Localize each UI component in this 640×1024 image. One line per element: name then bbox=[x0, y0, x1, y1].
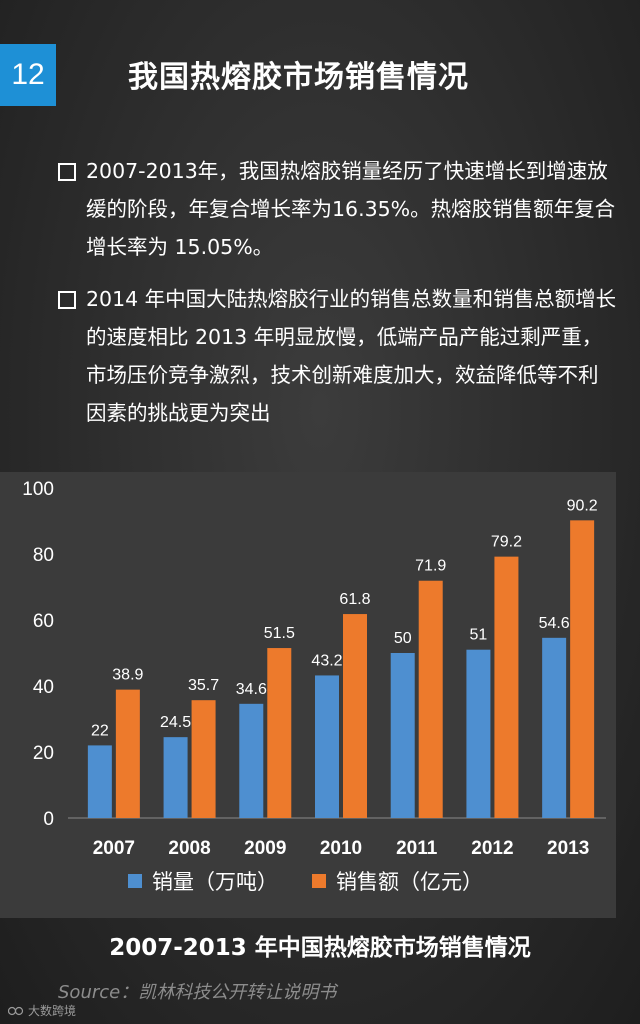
bar-volume bbox=[466, 649, 491, 818]
data-label-sales: 90.2 bbox=[567, 497, 598, 514]
brand-logo: 大数跨境 bbox=[8, 1002, 76, 1019]
bar-volume bbox=[163, 737, 188, 818]
bullet-list: 2007-2013年，我国热熔胶销量经历了快速增长到增速放缓的阶段，年复合增长率… bbox=[58, 152, 618, 446]
bullet-item: 2007-2013年，我国热熔胶销量经历了快速增长到增速放缓的阶段，年复合增长率… bbox=[58, 152, 618, 266]
legend-label-sales: 销售额（亿元） bbox=[336, 870, 483, 894]
data-label-sales: 38.9 bbox=[112, 667, 143, 684]
bullet-text: 2007-2013年，我国热熔胶销量经历了快速增长到增速放缓的阶段，年复合增长率… bbox=[86, 159, 616, 259]
legend-item-volume: 销量（万吨） bbox=[128, 866, 278, 896]
data-label-volume: 43.2 bbox=[311, 652, 342, 669]
legend-label-volume: 销量（万吨） bbox=[152, 870, 278, 894]
y-tick-label: 20 bbox=[33, 743, 54, 764]
bar-volume bbox=[87, 745, 112, 818]
bar-sales bbox=[191, 700, 216, 818]
data-label-volume: 51 bbox=[470, 627, 488, 644]
bar-volume bbox=[315, 675, 339, 818]
y-tick-label: 0 bbox=[43, 809, 54, 830]
data-label-volume: 54.6 bbox=[539, 615, 570, 632]
x-tick-label: 2012 bbox=[471, 838, 513, 859]
bar-chart: 0 20 40 60 80 100 22 38.9 2007 24.5 35.7 2008 34.6 51… bbox=[22, 479, 606, 859]
page-number: 12 bbox=[0, 44, 56, 106]
bar-sales bbox=[343, 614, 367, 818]
x-tick-label: 2008 bbox=[168, 838, 210, 859]
data-label-sales: 51.5 bbox=[264, 625, 295, 642]
x-tick-label: 2011 bbox=[396, 838, 438, 859]
bar-volume bbox=[390, 653, 415, 818]
data-label-sales: 35.7 bbox=[188, 677, 219, 694]
y-tick-label: 80 bbox=[33, 545, 54, 566]
source-note: Source：凯林科技公开转让说明书 bbox=[58, 982, 337, 1003]
square-bullet-icon bbox=[58, 291, 76, 309]
data-label-volume: 34.6 bbox=[236, 681, 267, 698]
bar-volume bbox=[542, 637, 567, 818]
bar-sales bbox=[494, 556, 519, 818]
bar-sales bbox=[570, 520, 595, 818]
page-title: 我国热熔胶市场销售情况 bbox=[128, 60, 469, 95]
bar-sales bbox=[418, 580, 443, 818]
legend-swatch-sales bbox=[312, 874, 326, 888]
bullet-text: 2014 年中国大陆热熔胶行业的销售总数量和销售总额增长的速度相比 2013 年… bbox=[86, 287, 617, 425]
square-bullet-icon bbox=[58, 163, 76, 181]
y-tick-label: 100 bbox=[22, 479, 54, 500]
bullet-item: 2014 年中国大陆热熔胶行业的销售总数量和销售总额增长的速度相比 2013 年… bbox=[58, 280, 618, 432]
x-tick-label: 2010 bbox=[320, 838, 362, 859]
data-label-sales: 79.2 bbox=[491, 534, 522, 551]
bar-sales bbox=[115, 689, 140, 818]
x-tick-label: 2013 bbox=[547, 838, 589, 859]
data-label-sales: 71.9 bbox=[415, 558, 446, 575]
legend-swatch-volume bbox=[128, 874, 142, 888]
logo-text: 大数跨境 bbox=[28, 1004, 77, 1018]
data-label-volume: 50 bbox=[394, 630, 412, 647]
bar-volume bbox=[239, 703, 264, 818]
x-tick-label: 2007 bbox=[93, 838, 135, 859]
data-label-sales: 61.8 bbox=[339, 591, 370, 608]
data-label-volume: 22 bbox=[91, 722, 109, 739]
y-tick-label: 40 bbox=[33, 677, 54, 698]
bar-sales bbox=[267, 648, 292, 818]
chart-panel: 0 20 40 60 80 100 22 38.9 2007 24.5 35.7 2008 34.6 51… bbox=[0, 472, 616, 918]
data-label-volume: 24.5 bbox=[160, 714, 191, 731]
legend-item-sales: 销售额（亿元） bbox=[312, 866, 483, 896]
logo-mark-icon bbox=[8, 1006, 24, 1015]
chart-caption: 2007-2013 年中国热熔胶市场销售情况 bbox=[109, 935, 531, 961]
y-tick-label: 60 bbox=[33, 611, 54, 632]
legend: 销量（万吨） 销售额（亿元） bbox=[128, 866, 517, 896]
x-tick-label: 2009 bbox=[244, 838, 286, 859]
